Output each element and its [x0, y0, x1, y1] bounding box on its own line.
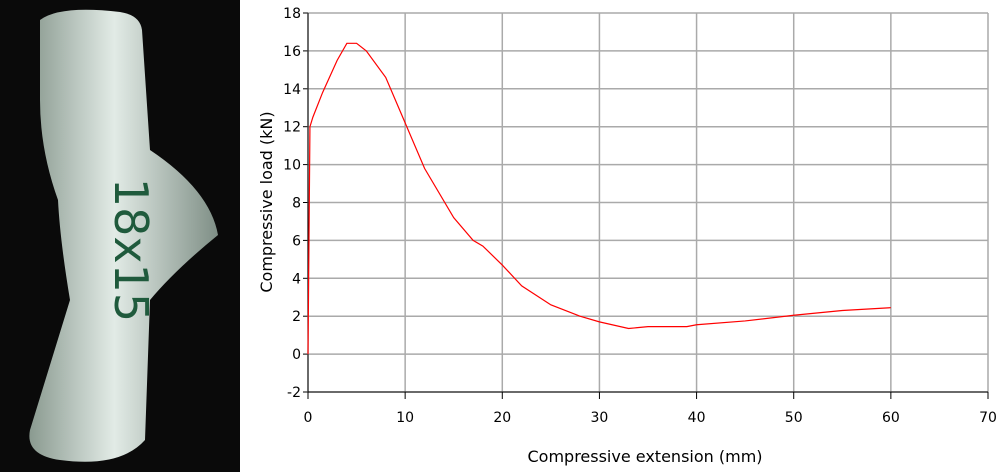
x-tick-label: 60	[882, 410, 900, 426]
specimen-label: 18x15	[104, 178, 158, 322]
y-tick-label: 0	[292, 347, 301, 363]
x-tick-label: 30	[591, 410, 609, 426]
y-tick-label: 18	[283, 6, 301, 22]
y-tick-label: 6	[292, 233, 301, 249]
x-axis-title: Compressive extension (mm)	[527, 447, 762, 466]
specimen-tube	[29, 9, 218, 462]
y-tick-label: 10	[283, 158, 301, 174]
data-line	[307, 42, 891, 355]
y-tick-label: 12	[283, 120, 301, 136]
x-tick-label: 70	[979, 410, 997, 426]
y-tick-label: 4	[292, 271, 301, 287]
x-tick-label: 50	[785, 410, 803, 426]
x-tick-label: 40	[688, 410, 706, 426]
y-tick-label: 8	[292, 196, 301, 212]
specimen-photo: 18x15	[0, 0, 240, 472]
x-tick-label: 0	[304, 410, 313, 426]
y-tick-label: 16	[283, 44, 301, 60]
x-tick-label: 10	[396, 410, 414, 426]
x-tick-label: 20	[493, 410, 511, 426]
y-tick-label: 14	[283, 82, 301, 98]
y-axis-title: Compressive load (kN)	[257, 111, 276, 292]
y-tick-label: -2	[287, 385, 301, 401]
y-tick-label: 2	[292, 309, 301, 325]
